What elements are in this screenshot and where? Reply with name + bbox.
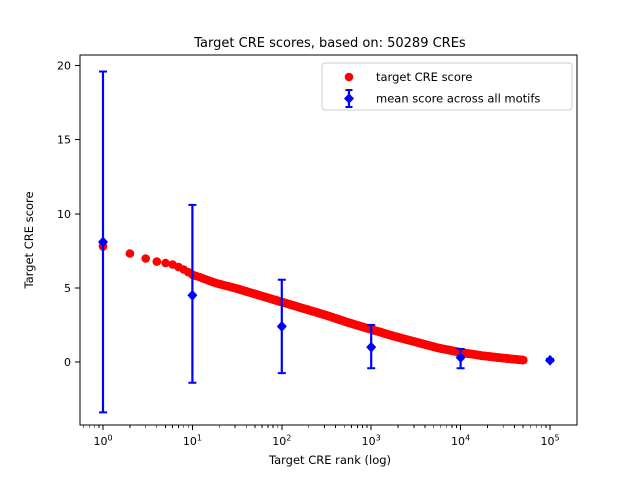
legend-box — [321, 62, 573, 111]
svg-text:0: 0 — [64, 356, 71, 369]
mean-point-with-errorbar — [366, 323, 377, 370]
legend-target-marker-icon — [344, 72, 354, 82]
svg-text:101: 101 — [183, 434, 202, 449]
chart-title: Target CRE scores, based on: 50289 CREs — [193, 36, 466, 51]
mean-point-with-errorbar — [455, 347, 466, 370]
legend-label-target: target CRE score — [376, 70, 472, 84]
svg-text:103: 103 — [362, 434, 381, 449]
target-score-series — [98, 242, 528, 365]
svg-text:105: 105 — [540, 434, 559, 449]
plot-area — [79, 54, 578, 426]
legend: target CRE score mean score across all m… — [321, 62, 573, 111]
svg-text:20: 20 — [57, 60, 71, 73]
svg-text:10: 10 — [57, 208, 71, 221]
svg-text:102: 102 — [272, 434, 291, 449]
mean-point-with-errorbar — [187, 203, 198, 384]
svg-text:15: 15 — [57, 134, 71, 147]
x-axis-label: Target CRE rank (log) — [268, 453, 391, 467]
mean-point-with-errorbar — [276, 278, 287, 375]
svg-text:104: 104 — [451, 434, 470, 449]
mean-point-with-errorbar — [98, 70, 108, 414]
mean-point-with-errorbar — [545, 354, 555, 366]
svg-text:5: 5 — [64, 282, 71, 295]
legend-mean-marker-icon — [344, 89, 354, 108]
legend-label-mean: mean score across all motifs — [376, 92, 540, 106]
axis-ticks: 0 5 10 15 20 100 101 102 103 104 105 — [57, 60, 560, 448]
y-axis-label: Target CRE score — [22, 191, 36, 289]
mean-score-series — [98, 70, 555, 414]
svg-text:100: 100 — [93, 434, 112, 449]
